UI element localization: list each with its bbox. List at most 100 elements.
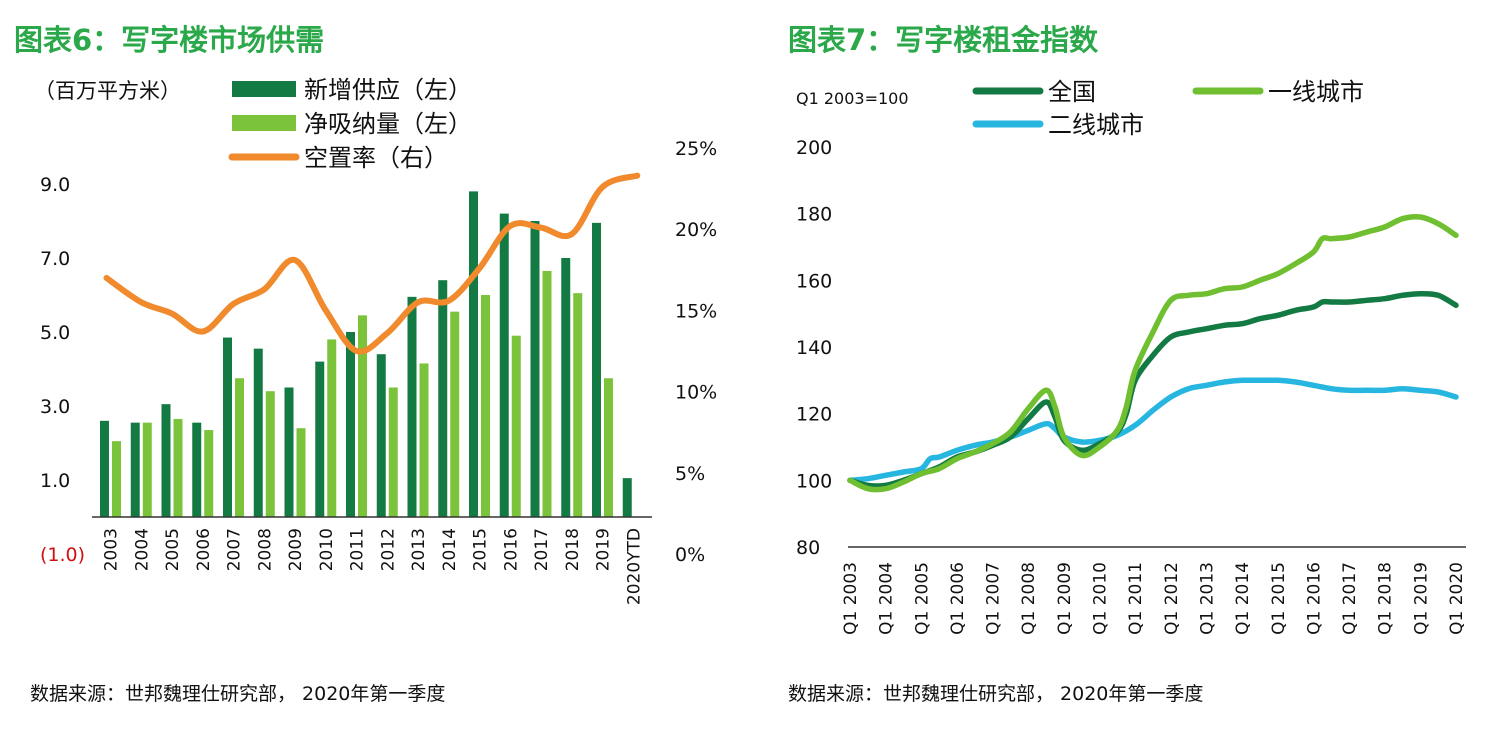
chart2-x-tick: Q1 2016 [1304,562,1324,635]
chart2-x-tick: Q1 2006 [948,562,968,635]
bar-absorption [235,378,244,517]
chart1-title: 图表6：写字楼市场供需 [14,23,324,57]
chart1-y2-tick: 10% [675,382,717,404]
bar-supply [130,422,140,517]
chart1-x-tick: 2008 [255,528,275,571]
chart1-left-axis: 9.0 7.0 5.0 3.0 1.0 (1.0) [40,174,85,566]
chart1-y-tick: 5.0 [40,322,70,344]
chart2-title: 图表7：写字楼租金指数 [788,23,1099,57]
chart2-y-tick: 100 [796,470,832,492]
chart2-y-tick: 120 [796,404,832,426]
chart1-y2-tick: 0% [675,544,705,566]
bar-absorption [358,315,367,517]
chart1-y-tick: 7.0 [40,248,70,270]
chart1-x-tick: 2019 [594,528,614,571]
chart1-source: 数据来源：世邦魏理仕研究部， 2020年第一季度 [30,683,445,705]
chart2-lines [847,213,1459,493]
bar-absorption [450,311,460,517]
legend-absorption-label: 净吸纳量（左） [304,110,472,138]
legend-supply-swatch [232,81,296,97]
chart1-x-tick: 2006 [194,528,214,571]
bar-absorption [142,422,152,517]
chart2-x-tick: Q1 2013 [1197,562,1217,635]
chart1-x-tick: 2007 [225,528,245,571]
legend-tier1-label: 一线城市 [1268,78,1364,106]
chart2-x-tick: Q1 2008 [1019,562,1039,635]
bar-supply [346,332,355,517]
chart1-x-tick: 2010 [317,528,337,571]
bar-absorption [419,363,429,517]
chart1-y-tick: 3.0 [40,396,70,418]
chart2-x-tick: Q1 2010 [1091,562,1111,635]
bar-supply [530,221,540,517]
chart2-x-tick: Q1 2018 [1376,562,1396,635]
chart1-x-tick: 2017 [532,528,552,571]
chart2-x-tick: Q1 2005 [912,562,932,635]
chart2-y-tick: 140 [796,337,832,359]
chart1-x-tick: 2012 [378,528,398,571]
bar-supply [561,258,571,517]
bar-supply [223,337,232,517]
legend-supply-label: 新增供应（左） [304,76,472,104]
bar-absorption [173,418,183,517]
bar-absorption [542,270,552,517]
chart1-y-tick: 9.0 [40,174,70,196]
tier2-series-line [847,377,1459,484]
legend-tier2-label: 二线城市 [1048,111,1144,139]
chart2-x-tick: Q1 2017 [1340,562,1360,635]
bar-absorption [265,391,275,517]
bar-supply [161,404,171,517]
bar-supply [438,280,448,517]
chart1-y-tick: (1.0) [40,544,85,566]
bar-absorption [573,293,583,517]
chart2-x-tick: Q1 2007 [984,562,1004,635]
chart1-x-tick: 2003 [102,528,122,571]
chart2-source: 数据来源：世邦魏理仕研究部， 2020年第一季度 [788,683,1203,705]
chart2-x-tick: Q1 2004 [877,562,897,635]
chart2-x-tick: Q1 2012 [1162,562,1182,635]
chart2-x-tick: Q1 2019 [1411,562,1431,635]
chart1-x-tick: 2004 [132,528,152,571]
bar-absorption [481,295,490,517]
bar-absorption [204,430,214,517]
legend-absorption-swatch [232,115,296,131]
chart1-legend: 新增供应（左） 净吸纳量（左） 空置率（右） [228,76,472,172]
chart2-y-tick: 180 [796,204,832,226]
bar-absorption [327,339,337,517]
chart1-y2-tick: 15% [675,300,717,322]
vacancy-series-line [103,172,641,355]
chart2-x-tick: Q1 2003 [841,562,861,635]
chart1-x-tick: 2020YTD [624,528,644,605]
chart1-x-tick: 2015 [471,528,491,571]
chart1-x-tick: 2016 [501,528,521,571]
bar-supply [284,387,294,517]
bar-supply [192,422,202,517]
chart2-x-tick: Q1 2009 [1055,562,1075,635]
chart1-x-tick: 2005 [163,528,183,571]
bar-supply [622,478,632,517]
chart1-vacancy-line [103,172,641,355]
chart1-x-tick: 2011 [348,528,368,571]
chart2-y-tick: 200 [796,137,832,159]
bar-absorption [511,335,521,517]
chart1-x-tick: 2013 [409,528,429,571]
bar-absorption [296,428,306,517]
bar-absorption [604,378,613,517]
chart1-y2-tick: 25% [675,138,717,160]
chart2-y-tick: 160 [796,270,832,292]
chart1-x-tick: 2018 [563,528,583,571]
chart2-legend: 全国 一线城市 二线城市 [972,78,1364,139]
legend-national-label: 全国 [1048,78,1096,106]
chart1-x-axis: 2003 2004 2005 2006 2007 2008 2009 2010 2011 2012… [102,528,645,605]
chart1-bars [100,191,632,517]
chart1-y2-tick: 20% [675,219,717,241]
chart2-unit-label: Q1 2003=100 [796,89,909,108]
chart1-x-tick: 2014 [440,528,460,571]
legend-vacancy-label: 空置率（右） [304,144,448,172]
chart1-y-tick: 1.0 [40,470,70,492]
tier1-series-line [847,213,1459,493]
chart1-right-axis: 25% 20% 15% 10% 5% 0% [675,138,717,566]
chart1-y2-tick: 5% [675,463,705,485]
chart2-x-tick: Q1 2014 [1233,562,1253,635]
